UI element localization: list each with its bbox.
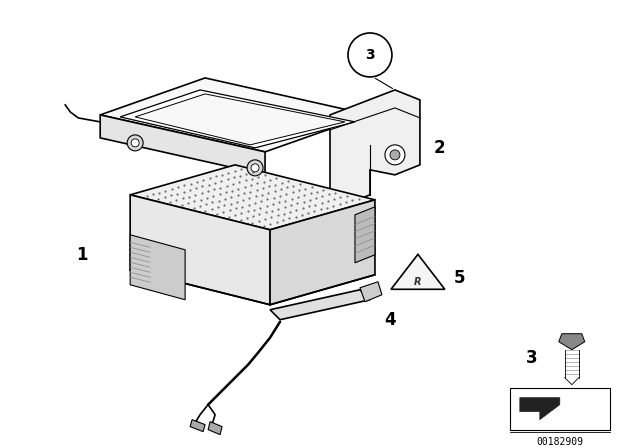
Polygon shape: [130, 165, 375, 230]
FancyBboxPatch shape: [510, 388, 610, 430]
Circle shape: [251, 164, 259, 172]
Polygon shape: [135, 94, 345, 145]
Text: 3: 3: [526, 349, 538, 367]
Text: 2: 2: [434, 139, 445, 157]
Polygon shape: [559, 334, 585, 350]
Polygon shape: [391, 254, 445, 289]
Polygon shape: [100, 78, 370, 152]
Polygon shape: [190, 420, 205, 431]
Text: 1: 1: [76, 246, 88, 264]
Polygon shape: [330, 90, 420, 205]
Polygon shape: [208, 422, 222, 435]
Text: 00182909: 00182909: [536, 437, 583, 447]
Polygon shape: [355, 207, 375, 263]
Polygon shape: [360, 282, 382, 302]
Circle shape: [127, 135, 143, 151]
Polygon shape: [100, 115, 265, 175]
Polygon shape: [120, 90, 355, 148]
Circle shape: [385, 145, 405, 165]
Polygon shape: [130, 195, 270, 305]
Text: 4: 4: [384, 311, 396, 329]
Circle shape: [348, 33, 392, 77]
Text: 5: 5: [454, 269, 466, 287]
Polygon shape: [270, 200, 375, 305]
Circle shape: [247, 160, 263, 176]
Circle shape: [390, 150, 400, 160]
Polygon shape: [130, 235, 185, 300]
Circle shape: [131, 139, 139, 147]
Polygon shape: [520, 398, 560, 420]
Text: 3: 3: [365, 48, 375, 62]
Polygon shape: [270, 290, 370, 320]
Text: R: R: [414, 277, 422, 287]
